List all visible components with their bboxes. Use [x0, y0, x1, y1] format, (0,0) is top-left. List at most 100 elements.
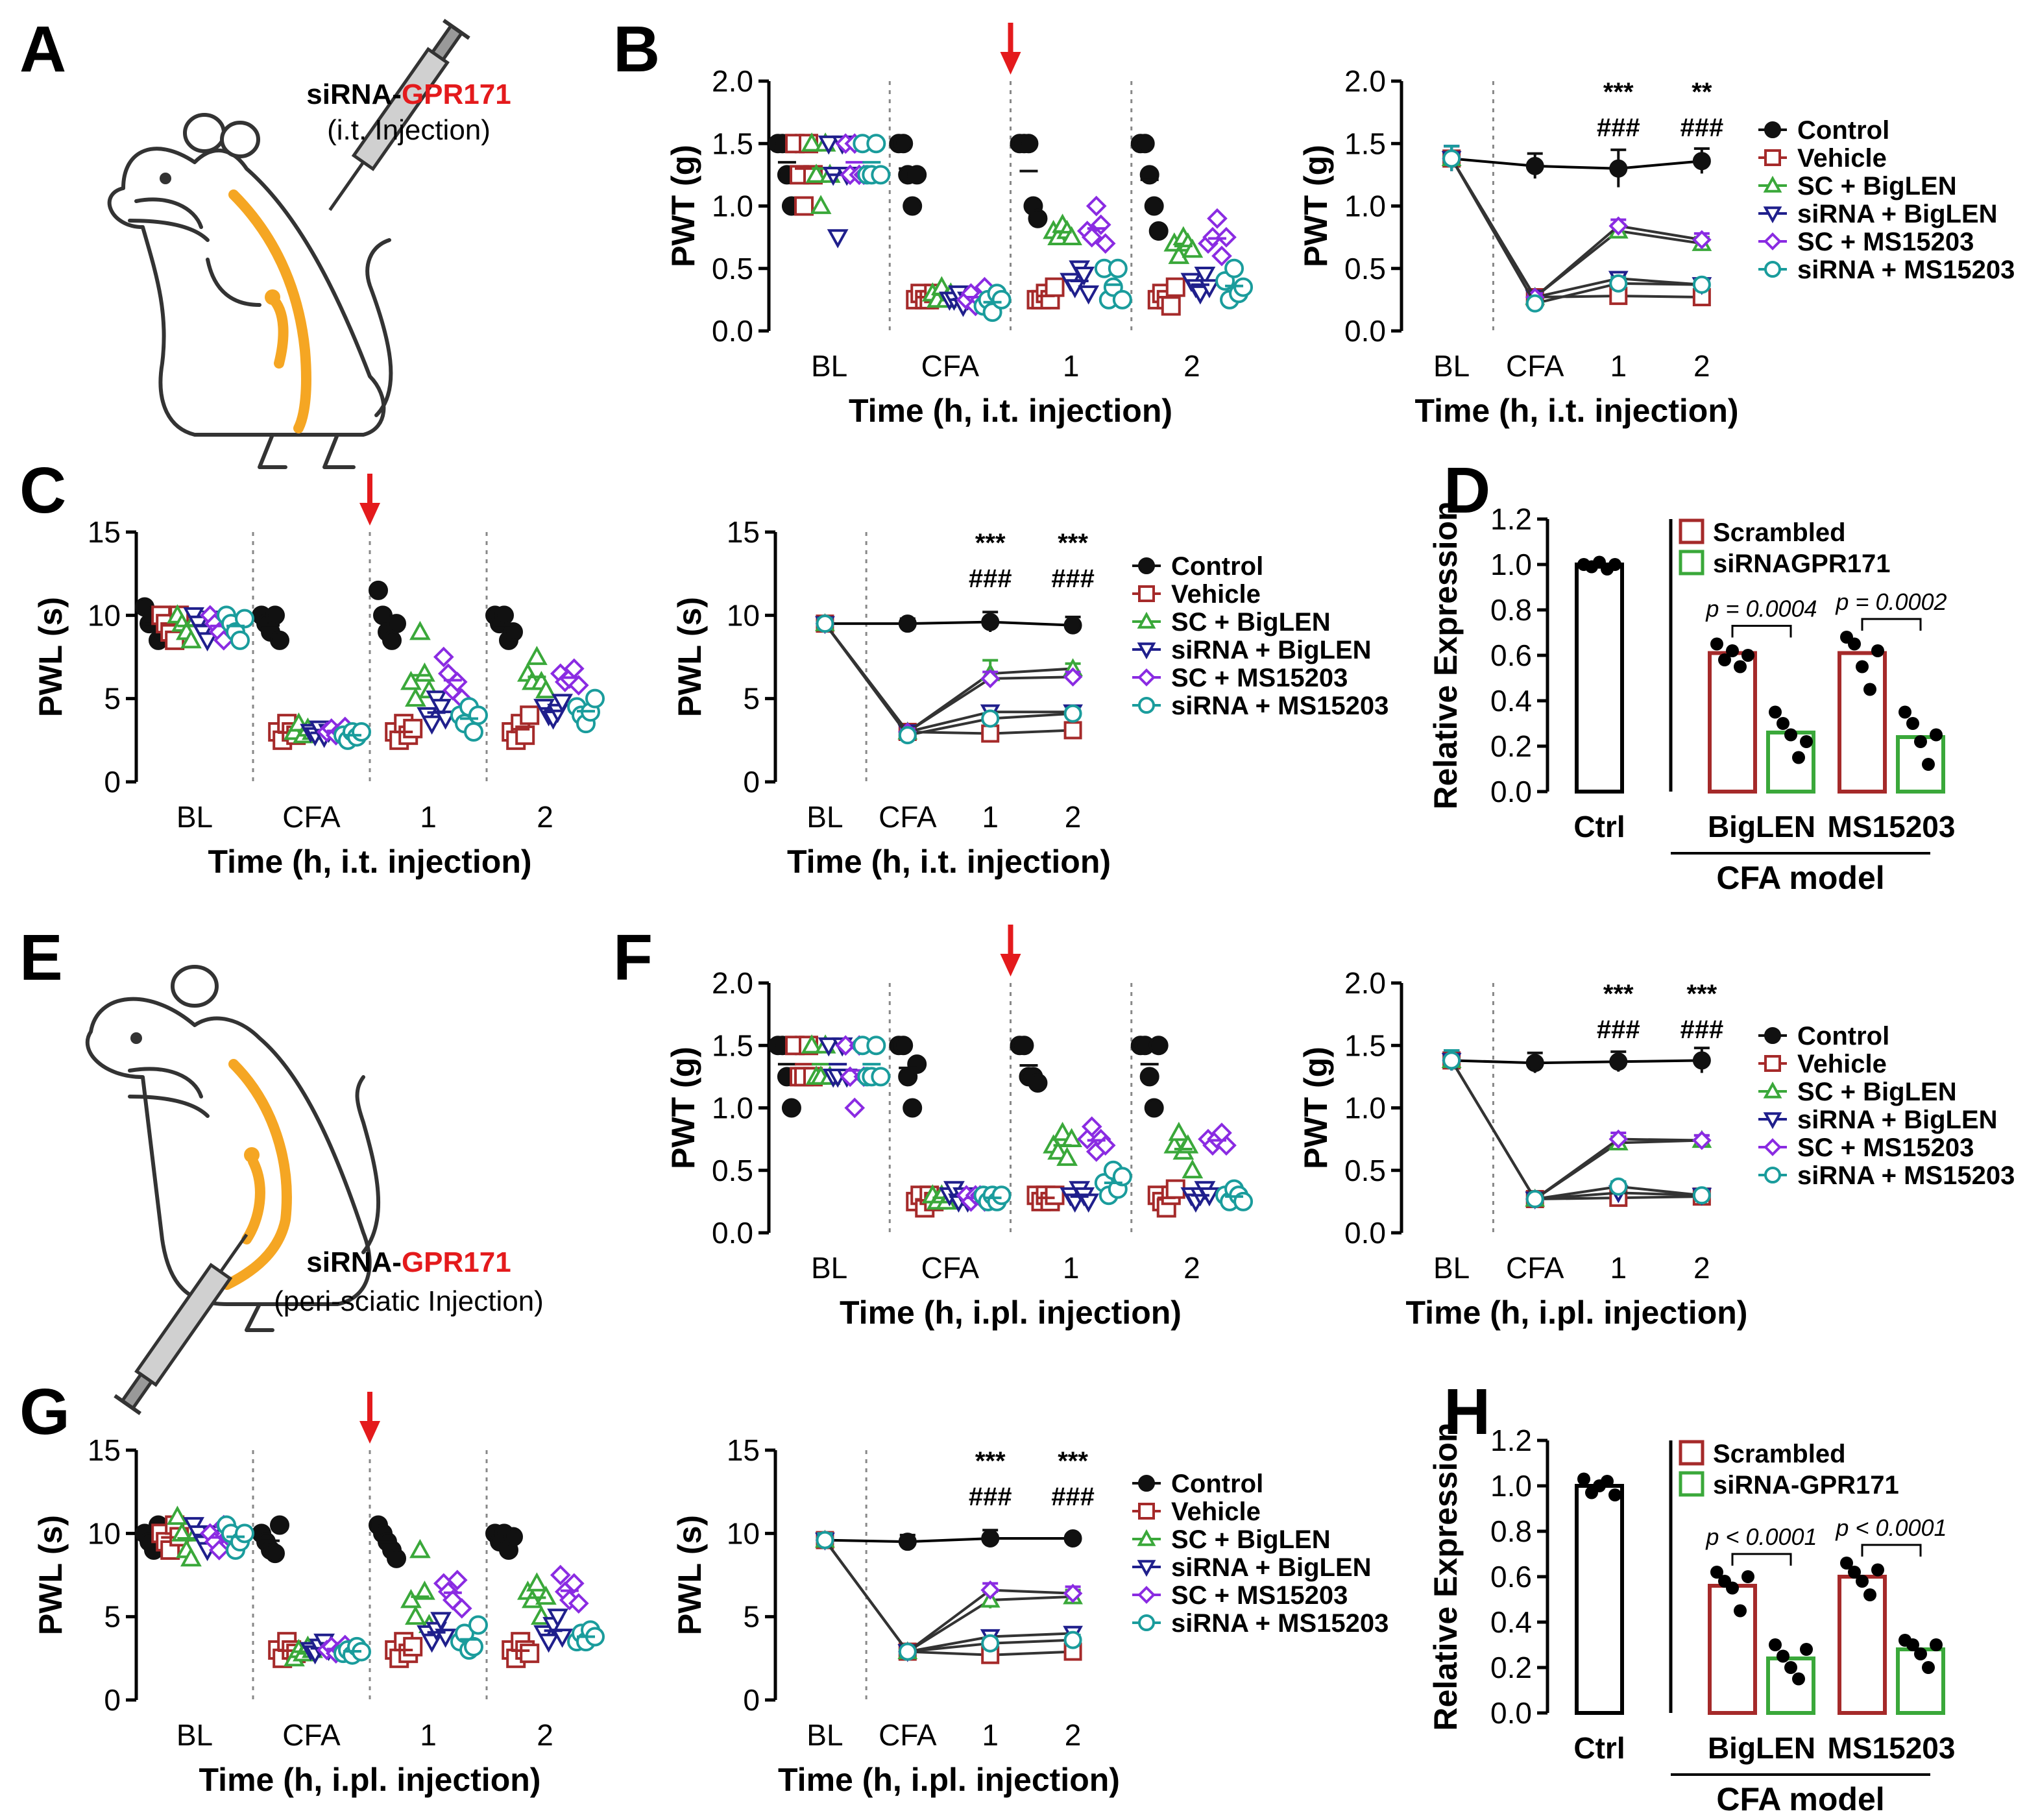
significance-bracket [1861, 1544, 1922, 1557]
data-point [1848, 637, 1861, 651]
y-tick-label: 2.0 [712, 64, 753, 98]
significance-stars: ** [1692, 78, 1712, 106]
legend-label: Vehicle [1797, 1050, 1887, 1078]
y-axis-label: PWT (g) [1298, 1047, 1334, 1169]
data-point [1047, 1140, 1069, 1160]
x-category-label: 2 [1183, 1251, 1200, 1285]
legend-marker [1138, 697, 1155, 714]
data-point [1189, 285, 1211, 305]
data-point [208, 1540, 230, 1560]
y-axis-label: Relative Expression [1427, 501, 1464, 809]
legend-label: siRNA + MS15203 [1797, 1161, 2015, 1190]
panel-letter-E: E [19, 921, 63, 994]
legend-label: SC + MS15203 [1171, 664, 1348, 692]
y-tick-label: 10 [88, 598, 121, 632]
data-point [414, 1581, 435, 1600]
data-point [1525, 1054, 1544, 1073]
legend-label: SC + MS15203 [1171, 1581, 1348, 1610]
data-point [1692, 1051, 1711, 1070]
x-category-label: CFA [921, 349, 980, 383]
data-point [387, 1548, 406, 1568]
bar-scrambled [1838, 1575, 1887, 1715]
chart-h-bar: 0.0 0.2 0.4 0.6 0.8 1.0 1.2 Relative Expression… [1427, 1422, 1955, 1817]
x-category-label: MS15203 [1828, 810, 1956, 843]
data-point [1734, 1604, 1747, 1618]
significance-hashes: ### [1597, 1015, 1640, 1044]
legend-marker [1764, 121, 1781, 138]
data-point [1726, 644, 1739, 657]
significance-hashes: ### [1051, 564, 1095, 593]
data-point [1182, 1159, 1204, 1179]
x-category-label: 2 [1693, 1251, 1710, 1285]
data-point [270, 1515, 289, 1535]
data-point [866, 1036, 886, 1056]
injection-route-it: (i.t. Injection) [327, 114, 491, 146]
panel-letter-H: H [1444, 1376, 1490, 1448]
data-point [1906, 717, 1919, 730]
legend-label: SC + BigLEN [1797, 172, 1957, 200]
data-point [1086, 195, 1107, 217]
x-category-label: 2 [1693, 349, 1710, 383]
data-point [1741, 1570, 1754, 1583]
chart-c-line: 0 5 10 15 PWL (s) BL CFA 1 2 Time (h, i.t. inject… [672, 515, 1389, 880]
data-point [446, 1570, 468, 1591]
data-point [1800, 735, 1813, 748]
data-point [1182, 238, 1204, 258]
data-point [1052, 1121, 1073, 1141]
data-point [1144, 1098, 1164, 1118]
x-category-label: CFA [282, 800, 341, 834]
data-point [1777, 717, 1789, 730]
data-point [235, 1523, 254, 1544]
data-point [1609, 274, 1628, 293]
data-point [1922, 758, 1935, 771]
data-point [1525, 1190, 1544, 1209]
series-line [1450, 158, 1703, 299]
data-point [844, 1097, 866, 1119]
legend-label: Scrambled [1713, 518, 1846, 547]
y-tick-label: 0 [104, 1683, 121, 1717]
data-point [1692, 230, 1712, 250]
significance-stars: *** [1058, 529, 1088, 557]
legend-label: Control [1797, 116, 1889, 145]
model-label: CFA model [1716, 860, 1884, 896]
legend-label: siRNA + BigLEN [1171, 636, 1372, 664]
data-point [1784, 1661, 1797, 1674]
y-tick-label: 1.0 [1490, 1469, 1532, 1503]
data-point [1609, 1177, 1628, 1196]
y-tick-label: 0.8 [1490, 1514, 1532, 1548]
y-tick-label: 0.5 [712, 252, 753, 285]
y-tick-label: 5 [104, 1600, 121, 1634]
data-point [991, 1185, 1012, 1206]
legend-label: siRNA + BigLEN [1797, 1106, 1998, 1134]
data-point [230, 630, 250, 650]
x-category-label: Ctrl [1573, 810, 1625, 843]
series-line [1451, 157, 1703, 170]
data-point [1840, 1557, 1853, 1570]
legend-marker [1137, 1560, 1156, 1577]
y-tick-label: 0.2 [1490, 729, 1532, 763]
data-point [818, 1037, 840, 1057]
data-point [1063, 667, 1083, 687]
y-tick-label: 0.8 [1490, 593, 1532, 627]
y-tick-label: 0.0 [712, 314, 753, 348]
data-point [535, 1585, 557, 1605]
y-tick-label: 0.5 [1344, 1154, 1386, 1187]
data-point [1525, 156, 1544, 175]
legend-marker [1137, 668, 1156, 686]
data-point [550, 1564, 571, 1586]
data-point [1211, 245, 1232, 267]
data-point [1692, 1186, 1711, 1205]
significance-hashes: ### [1597, 114, 1640, 142]
y-tick-label: 1.2 [1490, 502, 1532, 536]
legend-label: siRNA + MS15203 [1171, 1609, 1389, 1638]
y-axis-label: Relative Expression [1427, 1422, 1464, 1730]
data-point [1139, 1067, 1159, 1087]
y-tick-label: 0.6 [1490, 1560, 1532, 1594]
y-tick-label: 1.5 [712, 127, 753, 160]
y-tick-label: 1.2 [1490, 1424, 1532, 1457]
data-point [1028, 1073, 1048, 1093]
data-point [893, 1036, 914, 1056]
data-point [464, 722, 483, 742]
data-point [526, 1572, 548, 1592]
x-category-label: 1 [420, 800, 437, 834]
